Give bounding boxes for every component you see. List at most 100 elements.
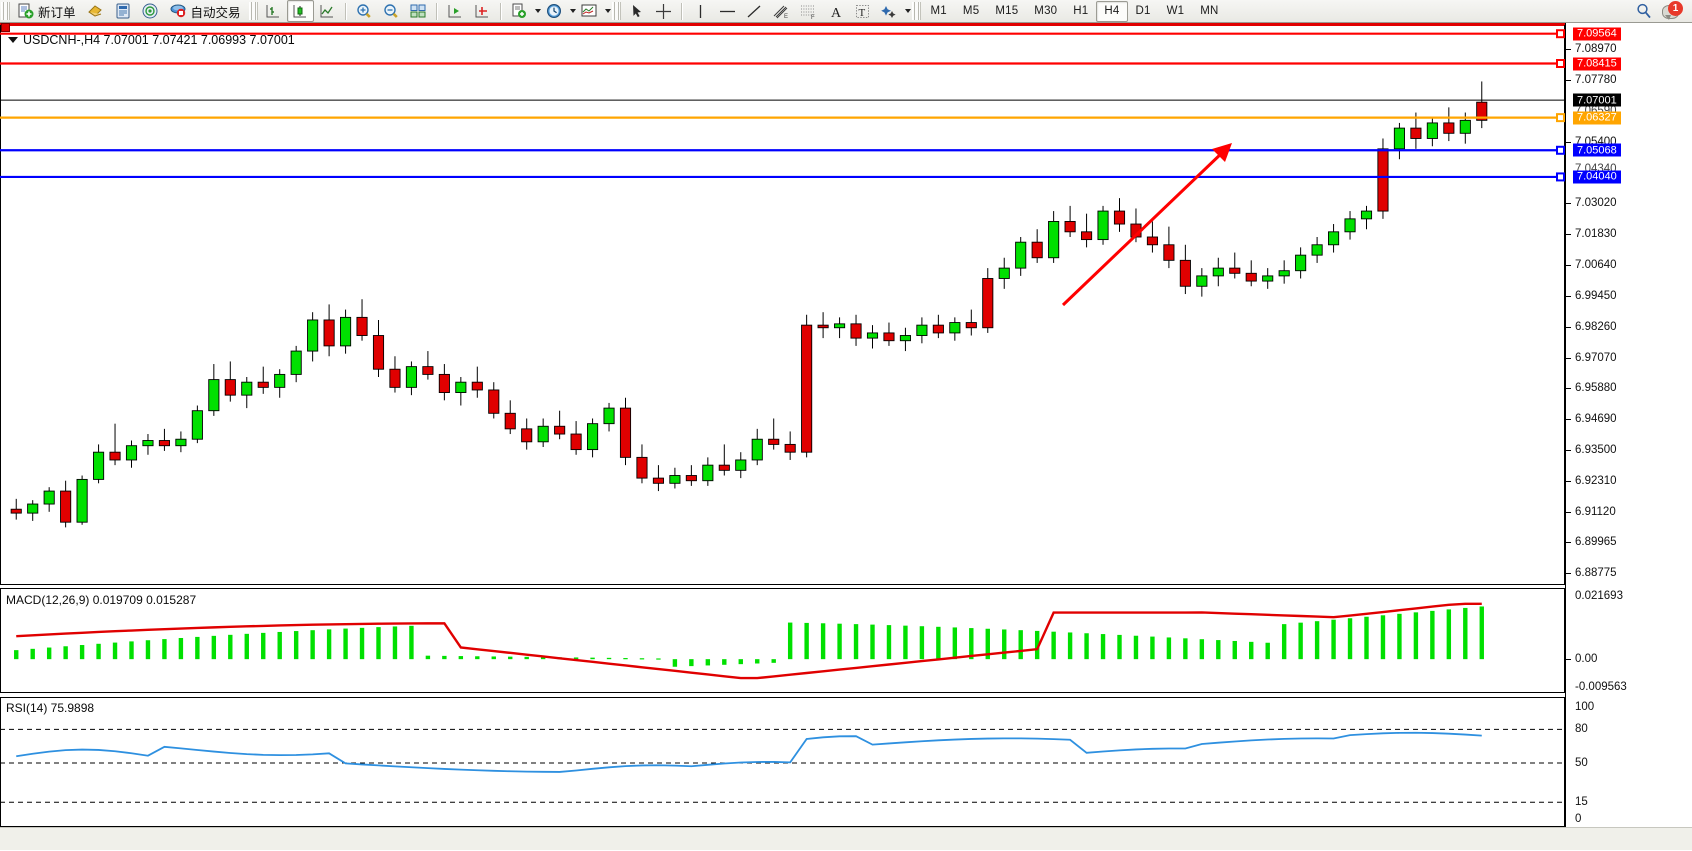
- candle-body-bull: [93, 451, 105, 480]
- terminal-button[interactable]: [110, 0, 137, 22]
- line-chart-button[interactable]: [314, 0, 341, 22]
- macd-histogram-bar: [590, 657, 595, 660]
- price-label-resistance-2[interactable]: 7.09564: [1573, 27, 1621, 41]
- toolbar-grip-3[interactable]: [611, 2, 621, 20]
- metaeditor-button[interactable]: [83, 0, 110, 22]
- macd-histogram-bar: [1051, 631, 1056, 660]
- toolbar-separator-4: [680, 2, 683, 20]
- text-button[interactable]: A: [822, 0, 849, 22]
- price-tick-label: 6.95880: [1575, 382, 1617, 395]
- level-handle-pivot[interactable]: [1556, 113, 1565, 123]
- auto-trading-button[interactable]: 自动交易: [164, 0, 248, 22]
- zoom-in-button[interactable]: [351, 0, 378, 22]
- indicators-button[interactable]: [506, 0, 533, 22]
- price-tick: [1566, 295, 1571, 297]
- rsi-axis-label-15: 15: [1575, 796, 1588, 809]
- candle-body-bull: [1097, 210, 1109, 241]
- search-icon[interactable]: [1635, 2, 1653, 20]
- indicators-dropdown-caret[interactable]: [534, 9, 541, 13]
- macd-histogram-bar: [475, 656, 480, 660]
- rsi-axis-label-80: 80: [1575, 723, 1588, 736]
- candle-body-bear: [1476, 101, 1488, 121]
- zoom-out-button[interactable]: [378, 0, 405, 22]
- candle-body-bear: [158, 440, 170, 447]
- shapes-dropdown-caret[interactable]: [904, 9, 911, 13]
- new-order-button[interactable]: 新订单: [12, 0, 83, 22]
- trendline-button[interactable]: [741, 0, 768, 22]
- horizontal-line-icon: [719, 10, 735, 12]
- price-tick: [1566, 203, 1571, 205]
- macd-histogram-bar: [145, 640, 151, 660]
- navigator-button[interactable]: [137, 0, 164, 22]
- price-label-support-2[interactable]: 7.04040: [1573, 170, 1621, 184]
- period-button[interactable]: [541, 0, 568, 22]
- price-levels-layer[interactable]: [0, 25, 1565, 587]
- candlestick-chart-button[interactable]: [286, 0, 314, 22]
- candle-body-bear: [718, 464, 730, 471]
- macd-histogram-bar: [326, 629, 332, 660]
- trend-arrow-layer[interactable]: [0, 25, 1565, 587]
- period-dropdown-caret[interactable]: [569, 9, 576, 13]
- toolbar-grip[interactable]: [1, 2, 10, 20]
- candle-body-bull: [751, 438, 763, 461]
- candle-body-bull: [899, 335, 911, 342]
- macd-histogram-bar: [524, 656, 529, 660]
- candle-body-bear: [372, 335, 385, 370]
- price-axis[interactable]: 7.08970 7.07780 7.05400 7.03020 7.01830 7.006…: [1565, 23, 1692, 828]
- text-icon: A: [831, 6, 842, 20]
- price-label-support-1[interactable]: 7.05068: [1573, 143, 1621, 157]
- level-handle-resistance-2[interactable]: [1556, 29, 1565, 39]
- shapes-button[interactable]: [876, 0, 903, 22]
- candle-body-bull: [1295, 254, 1307, 272]
- tile-windows-button[interactable]: [405, 0, 432, 22]
- price-label-pivot[interactable]: 7.06327: [1573, 111, 1621, 125]
- level-handle-support-1[interactable]: [1556, 145, 1565, 155]
- timeframe-m30[interactable]: M30: [1034, 5, 1058, 17]
- trend-arrow-shaft[interactable]: [1061, 149, 1226, 307]
- timeframe-h1[interactable]: H1: [1073, 5, 1089, 17]
- alerts-icon[interactable]: 1: [1662, 1, 1683, 20]
- crosshair-button[interactable]: [650, 0, 677, 22]
- chart-dropdown-icon[interactable]: [8, 37, 18, 43]
- cursor-button[interactable]: [623, 0, 650, 22]
- level-handle-support-2[interactable]: [1556, 172, 1565, 182]
- text-label-button[interactable]: T: [849, 0, 876, 22]
- auto-scroll-button[interactable]: [469, 0, 496, 22]
- fibonacci-button[interactable]: F: [795, 0, 822, 22]
- timeframe-m15[interactable]: M15: [995, 5, 1019, 17]
- toolbar-grip-2[interactable]: [248, 2, 258, 20]
- templates-button[interactable]: [576, 0, 603, 22]
- macd-histogram-bar: [1199, 639, 1205, 660]
- macd-histogram-bar: [870, 624, 875, 660]
- macd-histogram-bar: [1166, 637, 1172, 660]
- bar-chart-button[interactable]: [260, 0, 287, 22]
- rsi-line: [16, 731, 1482, 773]
- price-label-current-price[interactable]: 7.07001: [1573, 93, 1621, 107]
- timeframe-m1[interactable]: M1: [930, 5, 947, 17]
- candle-body-bear: [1146, 236, 1158, 246]
- timeframe-h4[interactable]: H4: [1096, 0, 1128, 22]
- macd-histogram-bar: [442, 655, 447, 660]
- macd-layer: [14, 602, 1484, 680]
- vertical-line-button[interactable]: [687, 0, 714, 22]
- fibonacci-icon: F: [801, 5, 815, 20]
- macd-histogram-bar: [112, 642, 118, 660]
- chart-shift-button[interactable]: [442, 0, 469, 22]
- horizontal-line-button[interactable]: [714, 0, 741, 22]
- level-handle-resistance-1[interactable]: [1556, 59, 1565, 68]
- timeframe-mn[interactable]: MN: [1200, 5, 1219, 17]
- timeframe-m5[interactable]: M5: [962, 5, 980, 17]
- price-label-resistance-1[interactable]: 7.08415: [1573, 57, 1621, 70]
- trend-arrow-head[interactable]: [1212, 143, 1232, 162]
- candle-body-bull: [702, 464, 714, 482]
- candle-body-bear: [817, 324, 829, 329]
- templates-dropdown-caret[interactable]: [604, 9, 611, 13]
- toolbar-grip-4[interactable]: [911, 2, 921, 20]
- equidistant-channel-button[interactable]: E: [768, 0, 795, 22]
- chart-area[interactable]: USDCNH-,H4 7.07001 7.07421 7.06993 7.070…: [0, 22, 1692, 851]
- timeframe-w1[interactable]: W1: [1166, 5, 1185, 17]
- macd-indicator-label: MACD(12,26,9) 0.019709 0.015287: [6, 593, 197, 607]
- macd-histogram-bar: [376, 627, 381, 660]
- timeframe-d1[interactable]: D1: [1135, 5, 1151, 17]
- price-tick: [1566, 541, 1571, 543]
